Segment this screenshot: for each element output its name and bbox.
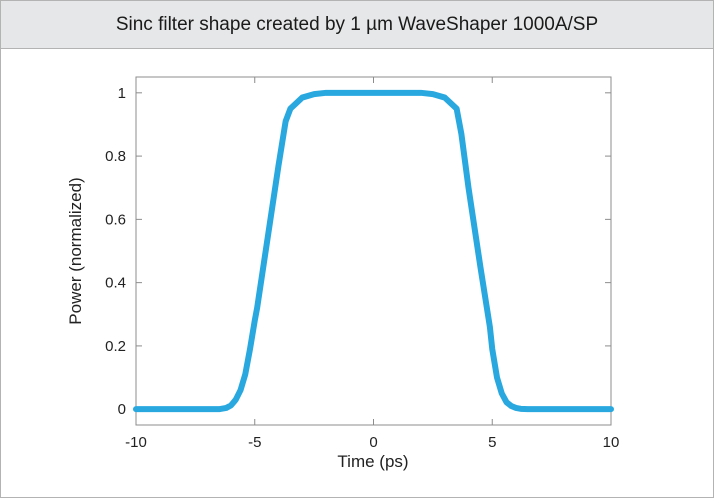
x-axis-label: Time (ps) (337, 452, 408, 471)
series-line (133, 89, 614, 413)
line-chart: -10 -5 0 5 10 0 0.2 0.4 0.6 0.8 1 Time (ps) Power… (66, 76, 619, 471)
y-axis-label: Power (normalized) (66, 177, 85, 324)
y-tick-label: 0 (118, 401, 126, 418)
y-tick-label: 1 (118, 85, 126, 102)
plot-area (135, 76, 612, 426)
y-tick-label: 0.6 (105, 211, 126, 228)
x-tick-label: 0 (369, 434, 377, 451)
y-tick-label: 0.8 (105, 148, 126, 165)
y-axis-ticks: 0 0.2 0.4 0.6 0.8 1 (105, 85, 611, 418)
x-axis-ticks: -10 -5 0 5 10 (125, 77, 619, 451)
y-tick-label: 0.4 (105, 275, 126, 292)
chart-title: Sinc filter shape created by 1 µm WaveSh… (1, 1, 713, 49)
x-tick-label: -5 (248, 434, 261, 451)
x-tick-label: 5 (488, 434, 496, 451)
x-tick-label: -10 (125, 434, 147, 451)
y-tick-label: 0.2 (105, 338, 126, 355)
x-tick-label: 10 (603, 434, 620, 451)
